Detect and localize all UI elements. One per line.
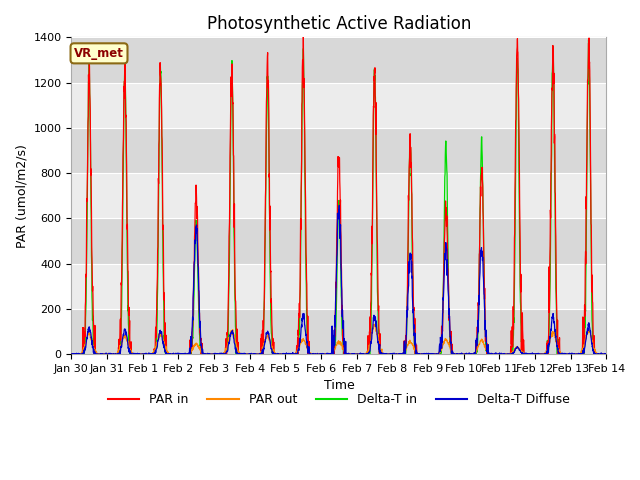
X-axis label: Time: Time	[323, 379, 355, 393]
Bar	[72, 218, 606, 264]
Bar	[72, 83, 606, 128]
Bar	[72, 309, 606, 354]
Bar	[72, 264, 606, 309]
Bar	[72, 37, 606, 83]
Y-axis label: PAR (umol/m2/s): PAR (umol/m2/s)	[15, 144, 28, 248]
Legend: PAR in, PAR out, Delta-T in, Delta-T Diffuse: PAR in, PAR out, Delta-T in, Delta-T Dif…	[103, 388, 575, 411]
Bar	[72, 128, 606, 173]
Text: VR_met: VR_met	[74, 47, 124, 60]
Bar	[72, 173, 606, 218]
Title: Photosynthetic Active Radiation: Photosynthetic Active Radiation	[207, 15, 471, 33]
